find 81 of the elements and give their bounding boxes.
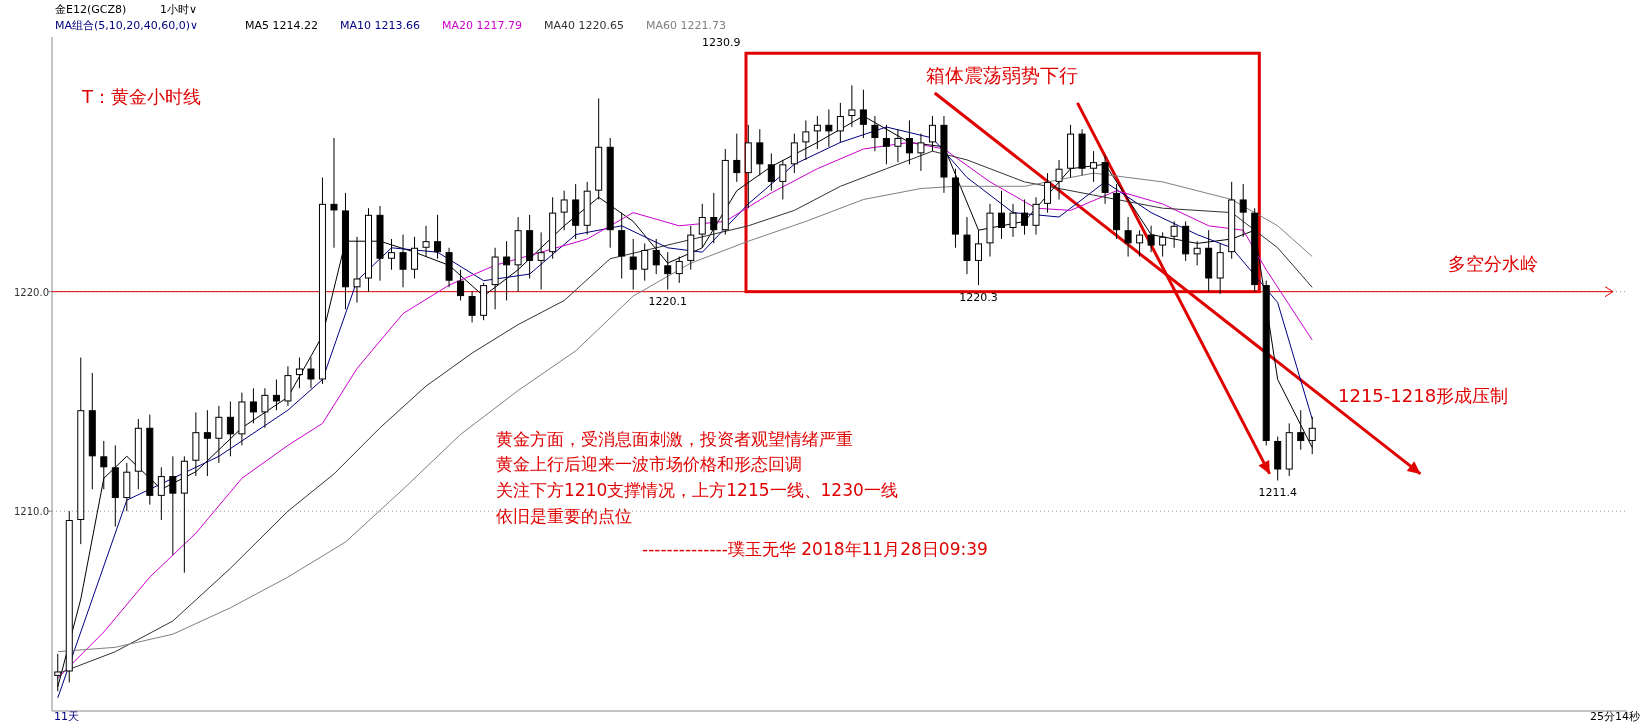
candlestick <box>457 269 465 301</box>
candlestick <box>1147 225 1155 253</box>
candlestick <box>411 236 419 279</box>
y-tick-label: 1220.0 <box>14 286 49 298</box>
candlestick <box>215 405 223 464</box>
candlestick <box>779 159 787 200</box>
annotation: 1211.4 <box>1258 486 1297 500</box>
annotation: 1230.9 <box>702 36 741 49</box>
candlestick <box>1009 203 1017 238</box>
annotation: 11天 <box>54 710 79 723</box>
candlestick <box>434 214 442 260</box>
annotation: 关注下方1210支撑情况，上方1215一线、1230一线 <box>496 480 898 500</box>
candlestick <box>1032 196 1040 236</box>
candlestick <box>203 409 211 477</box>
text: MA组合(5,10,20,40,60,0)∨ <box>55 19 199 32</box>
text: 25分14秒 <box>1590 710 1640 723</box>
candlestick <box>974 229 982 286</box>
candlestick <box>1297 409 1305 451</box>
candlestick <box>1044 172 1052 214</box>
text: MA5 1214.22 <box>245 19 318 32</box>
annotation: 1220.1 <box>648 295 687 309</box>
candlestick <box>537 231 545 290</box>
annotation: 黄金方面，受消息面刺激，投资者观望情绪严重 <box>496 429 853 449</box>
candlestick <box>330 137 338 249</box>
candlestick <box>698 203 706 249</box>
y-tick-label: 1210.0 <box>14 506 49 518</box>
annotation: 黄金上行后迎来一波市场价格和形态回调 <box>496 454 802 474</box>
candlestick <box>894 128 902 163</box>
candlestick <box>272 378 280 411</box>
candlestick <box>399 234 407 288</box>
candlestick <box>641 242 649 282</box>
candlestick <box>1124 216 1132 258</box>
candlestick <box>249 387 257 424</box>
candlestick <box>733 133 741 183</box>
candlestick <box>1170 220 1178 249</box>
candlestick <box>1136 229 1144 258</box>
candlestick <box>468 291 476 323</box>
candlestick <box>1159 231 1167 258</box>
candlestick <box>767 152 775 192</box>
candlestick <box>1021 198 1029 236</box>
candlestick <box>652 238 660 275</box>
text: 多空分水岭 <box>1448 253 1538 274</box>
candlestick <box>882 124 890 165</box>
candlestick <box>1055 159 1063 200</box>
annotation: 1220.3 <box>959 291 998 305</box>
annotation: 箱体震荡弱势下行 <box>926 64 1078 86</box>
text: MA20 1217.79 <box>442 19 522 32</box>
annotation: --------------璞玉无华 2018年11月28日09:39 <box>642 539 988 559</box>
candlestick <box>710 192 718 244</box>
candlestick <box>905 119 913 165</box>
candlestick <box>1090 150 1098 183</box>
candlestick <box>629 238 637 290</box>
candlestick <box>998 190 1005 240</box>
candlestick <box>756 128 764 176</box>
text: 1215-1218形成压制 <box>1338 385 1509 406</box>
text: 金E12(GCZ8) <box>55 3 127 16</box>
annotation: T：黄金小时线 <box>81 86 201 107</box>
text: 1小时∨ <box>160 3 198 16</box>
candlestick <box>790 133 798 174</box>
annotation: 依旧是重要的点位 <box>496 506 632 526</box>
candlestick <box>226 400 234 457</box>
text: MA40 1220.65 <box>544 19 624 32</box>
candlestick <box>388 238 396 271</box>
text: MA10 1213.66 <box>340 19 420 32</box>
candlestick <box>422 225 430 258</box>
candlestick <box>664 251 672 290</box>
candlestick <box>802 119 810 161</box>
candlestick <box>1239 183 1247 238</box>
text: MA60 1221.73 <box>646 19 726 32</box>
candlestick <box>675 256 683 284</box>
candlestick <box>917 133 925 172</box>
candlestick <box>1193 240 1201 266</box>
candlestick <box>560 190 568 231</box>
candlestick <box>100 440 108 490</box>
candlestick <box>261 387 269 429</box>
candlestick <box>157 466 165 521</box>
candlestick <box>307 357 315 389</box>
candlestick <box>169 455 177 556</box>
candlestick <box>353 236 361 304</box>
candlestick <box>503 240 511 301</box>
candlestick <box>295 357 303 389</box>
